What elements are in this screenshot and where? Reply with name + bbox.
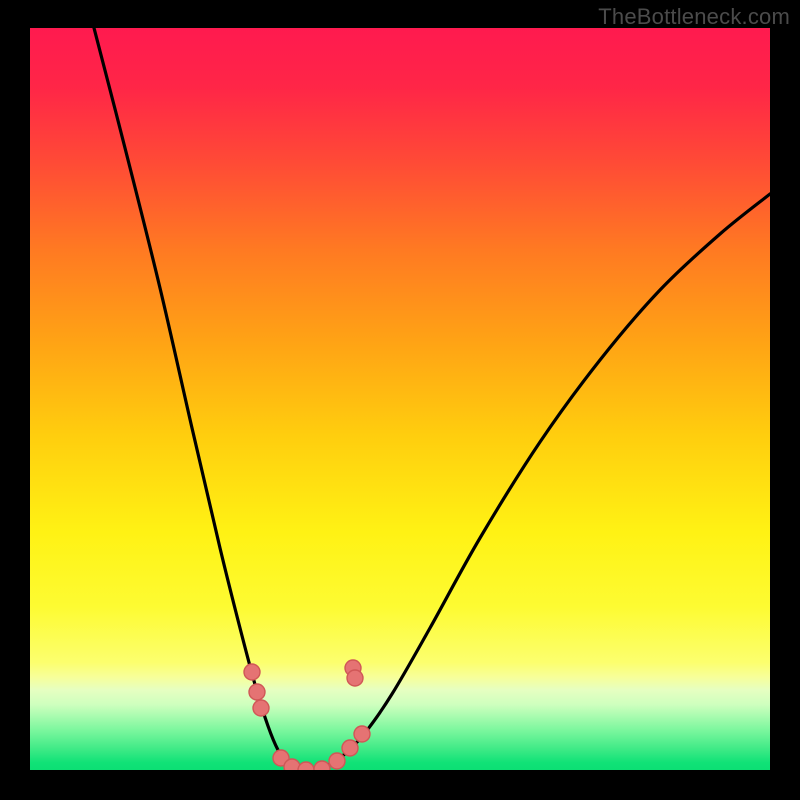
- data-marker: [347, 670, 363, 686]
- chart-container: TheBottleneck.com: [0, 0, 800, 800]
- data-marker: [342, 740, 358, 756]
- data-marker: [354, 726, 370, 742]
- curves-layer: [30, 28, 770, 770]
- data-marker: [253, 700, 269, 716]
- curve-right-branch: [298, 194, 770, 770]
- curve-left-branch: [94, 28, 298, 770]
- plot-area: [30, 28, 770, 770]
- data-marker: [298, 762, 314, 770]
- data-marker: [249, 684, 265, 700]
- markers-group: [244, 660, 370, 770]
- data-marker: [314, 761, 330, 770]
- data-marker: [329, 753, 345, 769]
- watermark-text: TheBottleneck.com: [598, 4, 790, 30]
- data-marker: [244, 664, 260, 680]
